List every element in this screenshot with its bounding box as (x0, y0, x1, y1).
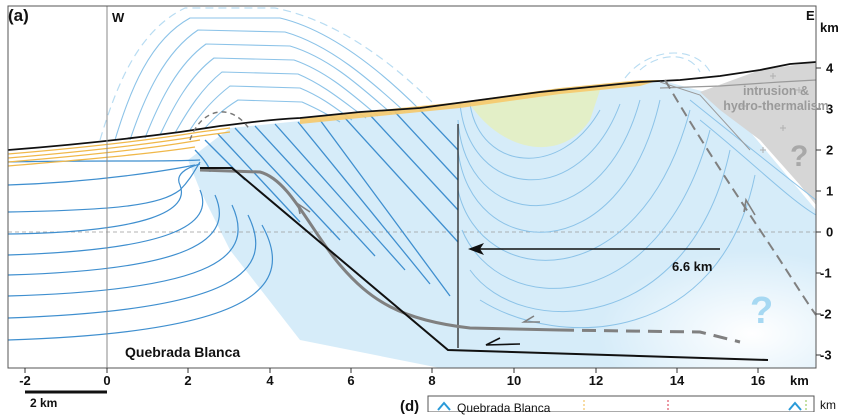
intrusion-zone (700, 62, 816, 205)
x-tick-label: 10 (506, 373, 522, 388)
y-tick-label: -1 (820, 265, 832, 281)
x-tick-label: 12 (588, 373, 604, 388)
shortening-label: 6.6 km (672, 259, 713, 274)
x-axis-ticks (24, 368, 759, 373)
green-fill (470, 88, 600, 148)
grey-fault-dashed (664, 79, 816, 316)
dipping-horizons (194, 109, 459, 297)
question-mark-blue: ? (750, 290, 774, 332)
plot-frame (7, 5, 817, 369)
slip-arrows (296, 197, 756, 346)
question-mark-grey: ? (790, 140, 809, 173)
y-tick-label: 1 (826, 183, 834, 199)
eastern-limb-lines (689, 99, 816, 216)
inset-frame (427, 395, 815, 412)
orange-strata-east (300, 80, 660, 124)
y-tick-label: 2 (826, 142, 834, 158)
intrusion-texture (740, 73, 802, 153)
x-tick-label: 4 (266, 373, 274, 388)
scale-bar-label: 2 km (30, 396, 58, 410)
inset-unit: km (820, 398, 836, 412)
x-tick-label: 6 (347, 373, 355, 388)
y-tick-label: 4 (826, 60, 834, 76)
x-tick-label: 2 (184, 373, 192, 388)
location-label: Quebrada Blanca (125, 344, 241, 360)
y-axis-unit: km (820, 20, 839, 35)
grey-fault-east-thin (659, 81, 751, 151)
inset-panel-label: (d) (400, 398, 420, 415)
grey-decollement-dashed (559, 328, 741, 344)
eroded-horizon-dashed (99, 7, 436, 141)
y-tick-label: -2 (820, 306, 832, 322)
concentric-arcs (457, 99, 756, 329)
x-tick-label: 16 (750, 373, 766, 388)
x-tick-label: -2 (19, 373, 31, 388)
topography (8, 61, 816, 151)
eroded-horizons (114, 17, 421, 141)
inset-title: Quebrada Blanca (457, 401, 551, 415)
y-axis-ticks (816, 67, 821, 356)
east-label: E (806, 8, 815, 23)
inset-marker-right (788, 401, 802, 411)
grey-surface-line (659, 79, 816, 89)
y-tick-label: -3 (820, 347, 832, 363)
western-horizons (8, 159, 274, 341)
inset-marker-left (437, 401, 451, 411)
grey-decollement (199, 168, 561, 332)
black-fault (200, 167, 769, 361)
hinge-trace (189, 111, 251, 141)
y-tick-label: 3 (826, 101, 834, 117)
x-tick-label: 8 (428, 373, 436, 388)
eroded-arcs-east (624, 52, 713, 79)
shortening-arrowhead (468, 243, 484, 255)
panel-label: (a) (8, 6, 29, 25)
y-tick-label: 0 (826, 224, 834, 240)
west-label: W (112, 10, 125, 25)
x-axis-unit: km (790, 373, 809, 388)
intrusion-label: intrusion & hydro-thermalism (723, 84, 829, 113)
x-tick-label: 0 (103, 373, 111, 388)
x-tick-label: 14 (669, 373, 685, 388)
